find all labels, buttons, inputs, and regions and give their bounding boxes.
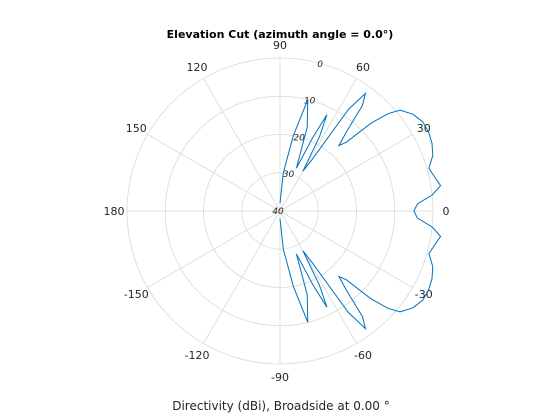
radial-tick-label: 40 bbox=[272, 207, 284, 217]
grid-spoke bbox=[279, 78, 357, 212]
angle-tick-label: 0 bbox=[443, 205, 450, 218]
radial-tick-label: 20 bbox=[293, 133, 305, 143]
radial-tick-label: 0 bbox=[317, 60, 323, 70]
angle-tick-label: -120 bbox=[185, 349, 210, 362]
grid-spoke bbox=[203, 210, 281, 344]
grid-spoke bbox=[279, 210, 413, 288]
angle-tick-label: 120 bbox=[187, 61, 208, 74]
angle-tick-label: 60 bbox=[356, 61, 370, 74]
grid-spoke bbox=[203, 78, 281, 212]
chart-title: Elevation Cut (azimuth angle = 0.0°) bbox=[167, 28, 394, 41]
angle-tick-label: -60 bbox=[354, 349, 372, 362]
angle-tick-label: 150 bbox=[126, 122, 147, 135]
pattern-traces bbox=[279, 91, 442, 331]
angle-tick-label: 90 bbox=[273, 39, 287, 52]
angle-tick-label: -150 bbox=[124, 288, 149, 301]
grid-spoke bbox=[147, 134, 281, 212]
axis-label: Directivity (dBi), Broadside at 0.00 ° bbox=[172, 399, 390, 413]
angle-tick-label: 180 bbox=[104, 205, 125, 218]
grid-spoke bbox=[147, 210, 281, 288]
grid-spoke bbox=[279, 210, 357, 344]
polar-grid bbox=[126, 57, 434, 365]
radial-tick-label: 30 bbox=[283, 170, 295, 180]
angle-tick-label: 30 bbox=[417, 122, 431, 135]
pattern-line bbox=[279, 91, 442, 331]
grid-spoke bbox=[279, 134, 413, 212]
radial-tick-label: 10 bbox=[304, 97, 316, 107]
radial-tick-labels: 0 10 20 30 40 bbox=[272, 60, 323, 217]
angle-tick-label: -90 bbox=[271, 371, 289, 384]
